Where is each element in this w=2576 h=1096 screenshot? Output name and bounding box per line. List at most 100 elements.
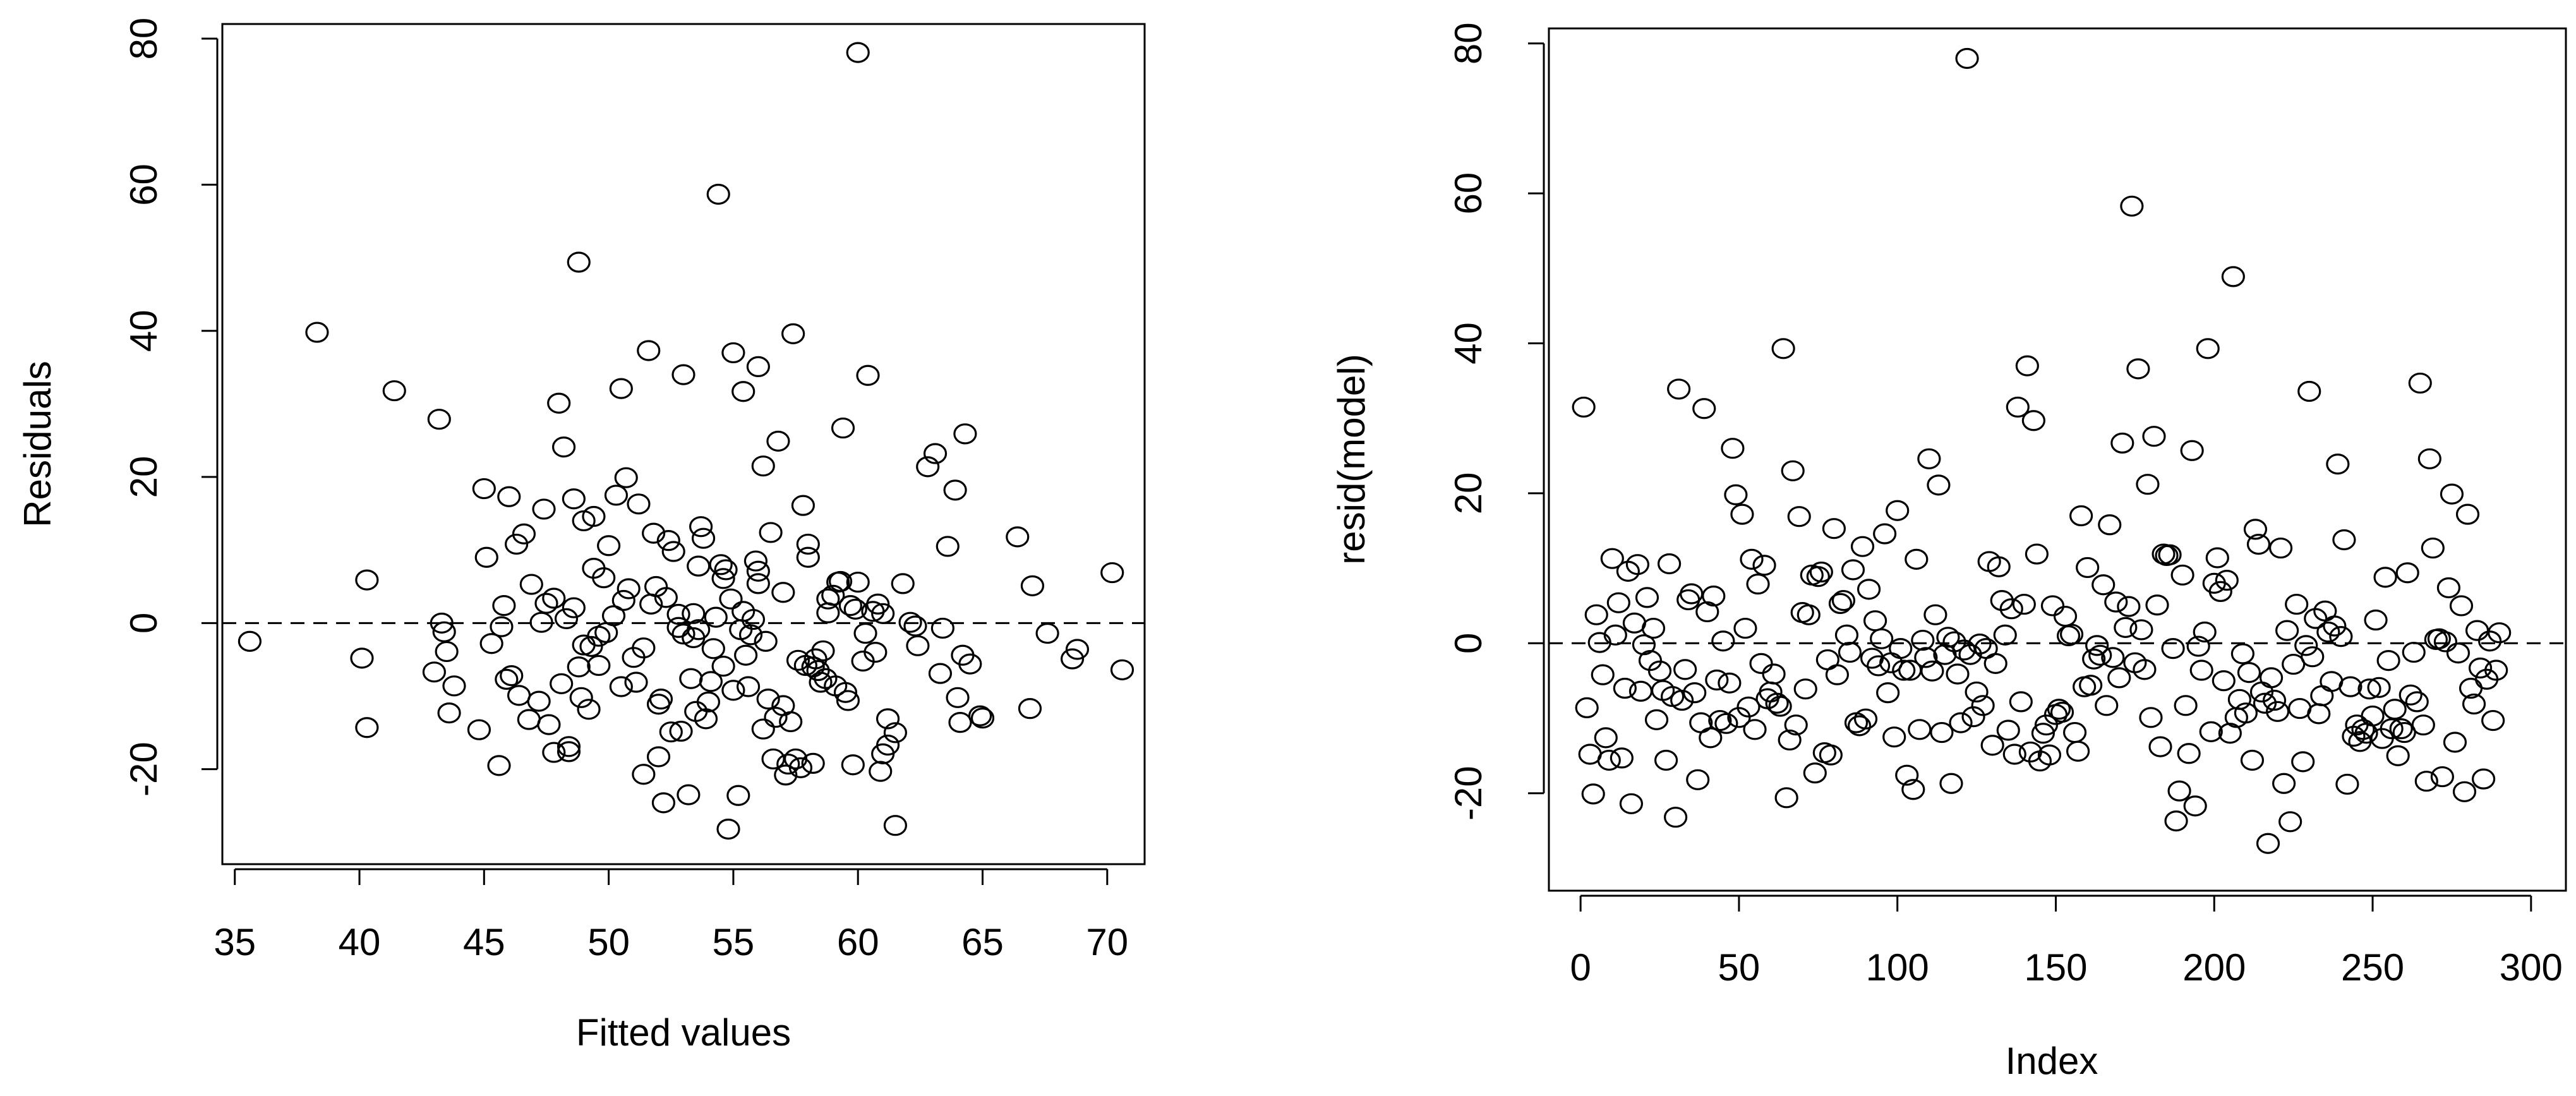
data-point [1625, 554, 1650, 575]
data-point [587, 654, 611, 677]
data-point [1949, 712, 1973, 733]
y-tick-label: 0 [1447, 633, 1490, 654]
data-point [500, 665, 524, 687]
data-point [751, 455, 775, 477]
data-point [869, 761, 893, 782]
data-point [1575, 697, 1599, 718]
data-point [2364, 609, 2388, 631]
data-point [547, 392, 571, 414]
data-point [1695, 601, 1719, 623]
data-point [532, 498, 556, 520]
data-point [953, 423, 977, 445]
data-point [2009, 691, 2033, 713]
x-tick-label: 50 [587, 921, 630, 963]
data-point [779, 711, 803, 733]
data-point [2120, 195, 2144, 217]
data-point [627, 493, 651, 515]
data-point [1987, 556, 2011, 577]
data-point [1853, 708, 1878, 730]
data-point [1838, 641, 1862, 663]
data-point [2158, 544, 2182, 565]
data-point [2402, 641, 2426, 663]
data-point [1803, 762, 1827, 784]
data-point [2095, 695, 2119, 716]
data-point [746, 560, 770, 582]
data-point [2002, 744, 2026, 765]
data-point [843, 598, 867, 620]
data-point [582, 505, 606, 527]
data-point [721, 342, 745, 364]
data-point [916, 456, 940, 478]
data-point [751, 718, 775, 740]
data-point [906, 635, 930, 656]
data-point [970, 708, 995, 729]
data-point [1584, 604, 1608, 625]
data-point [2012, 593, 2036, 615]
data-point [1946, 663, 1970, 685]
data-point [1632, 634, 1656, 656]
data-point [2301, 646, 2325, 668]
data-point [1965, 681, 1989, 703]
data-point [2212, 670, 2236, 692]
data-point [1765, 692, 1789, 714]
data-point [617, 578, 641, 599]
data-point [2025, 543, 2049, 565]
data-point [1692, 398, 1716, 419]
data-point [2367, 677, 2391, 698]
data-point [534, 593, 558, 614]
data-point [2230, 643, 2255, 665]
data-point [2237, 661, 2261, 683]
data-point [601, 605, 626, 627]
data-point [2408, 372, 2432, 394]
y-tick-label: 80 [123, 18, 165, 60]
data-point [2104, 591, 2128, 613]
data-point [2294, 635, 2318, 656]
data-point [2392, 721, 2416, 744]
data-point [1603, 624, 1627, 646]
data-point [701, 638, 725, 659]
data-point [495, 668, 519, 690]
data-point [2243, 519, 2268, 540]
data-point [711, 568, 735, 589]
data-point [1873, 523, 1897, 545]
data-point [1930, 721, 1954, 744]
data-point [487, 755, 511, 776]
data-point [2335, 773, 2359, 795]
data-point [637, 340, 661, 361]
data-point [1806, 566, 1830, 587]
y-tick-label: 60 [123, 164, 165, 206]
data-point [2488, 622, 2512, 644]
data-point [1980, 735, 2004, 756]
data-point [2436, 577, 2461, 599]
data-point [1673, 659, 1697, 680]
data-point [968, 705, 992, 726]
data-point [2383, 699, 2407, 720]
data-point [1581, 783, 1605, 805]
data-point [2129, 619, 2153, 641]
y-tick-label: 80 [1447, 22, 1490, 64]
data-point [1920, 660, 1944, 682]
data-point [2053, 605, 2078, 627]
data-point [2373, 567, 2397, 588]
y-axis-title: resid(model) [1330, 354, 1373, 564]
data-point [1762, 663, 1786, 685]
data-point [1911, 629, 1935, 651]
data-point [529, 611, 553, 633]
data-point [1711, 630, 1735, 652]
data-point [1006, 526, 1030, 548]
data-point [1793, 678, 1817, 700]
data-point [2006, 396, 2030, 418]
data-point [442, 675, 466, 697]
data-point [1983, 653, 2007, 674]
data-point [512, 523, 536, 545]
data-point [1768, 696, 1792, 717]
data-point [801, 752, 825, 774]
data-point [2332, 529, 2356, 551]
data-point [1809, 561, 1833, 583]
data-point [569, 687, 593, 708]
y-tick-label: 0 [123, 613, 165, 634]
data-point [2262, 689, 2287, 711]
data-point [2433, 631, 2458, 653]
data-point [2478, 630, 2502, 652]
data-point [557, 741, 581, 762]
